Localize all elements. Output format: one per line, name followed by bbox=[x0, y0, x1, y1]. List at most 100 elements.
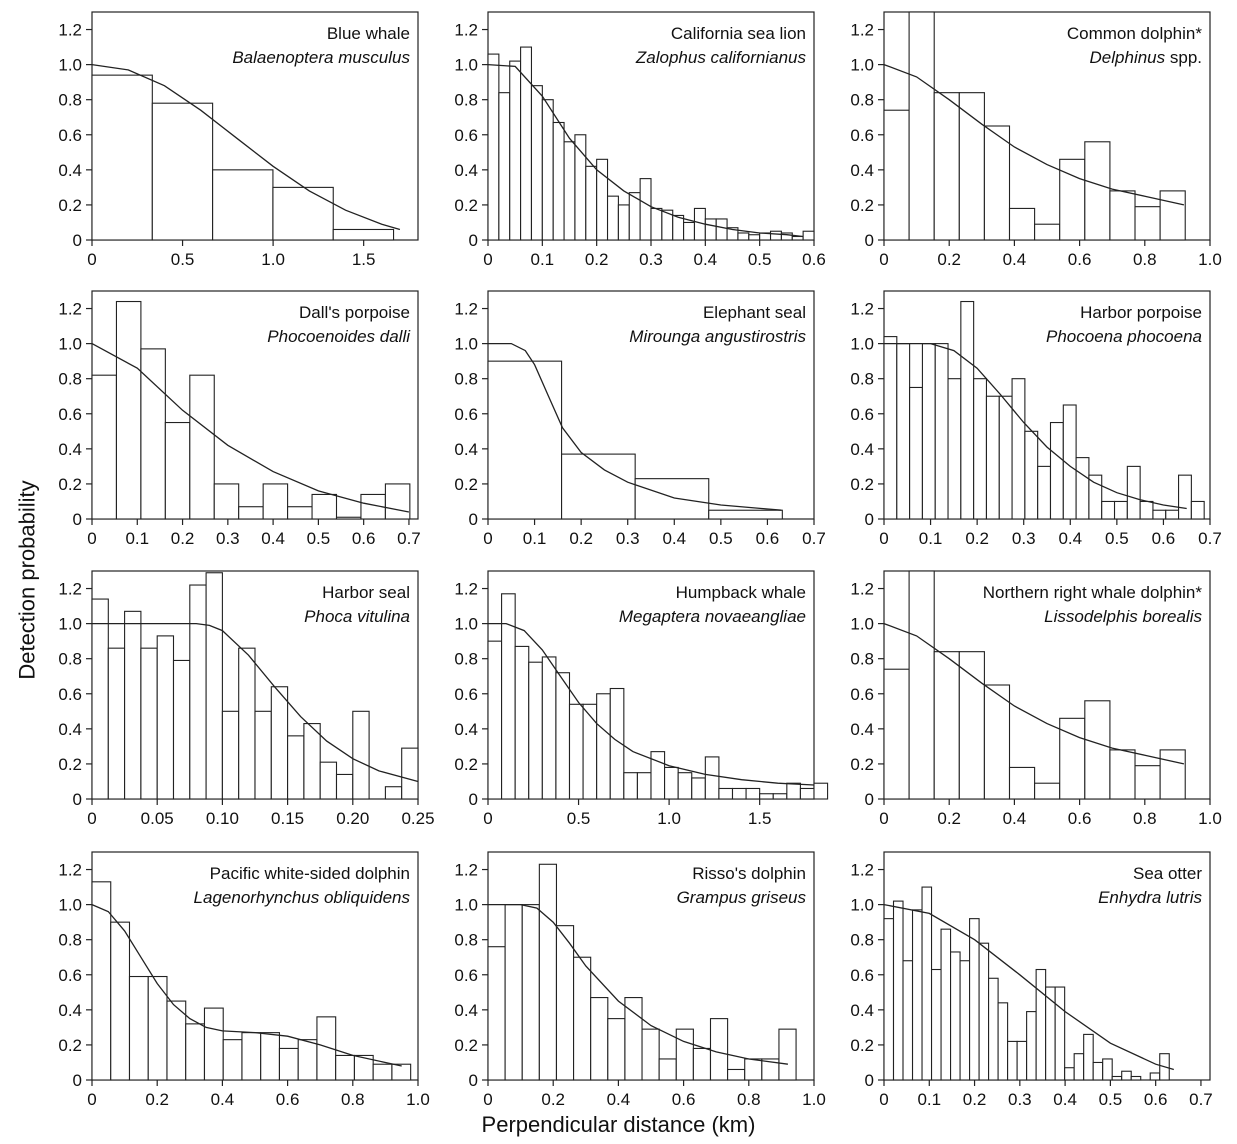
histogram-bar bbox=[748, 234, 761, 241]
x-tick-label: 0.5 bbox=[307, 529, 331, 548]
x-tick-label: 0.10 bbox=[206, 809, 239, 828]
x-tick-label: 0.8 bbox=[737, 1090, 761, 1109]
histogram-bar bbox=[1092, 1061, 1104, 1081]
y-tick-label: 0.6 bbox=[454, 126, 478, 145]
species-latin-name: Balaenoptera musculus bbox=[232, 48, 410, 67]
species-latin-italic: Mirounga angustirostris bbox=[629, 327, 806, 346]
species-latin-name: Zalophus californianus bbox=[635, 48, 807, 67]
histogram-bar bbox=[947, 378, 962, 520]
histogram-bar bbox=[802, 230, 815, 241]
detection-curve bbox=[883, 63, 1185, 206]
y-tick-label: 0.8 bbox=[58, 650, 82, 669]
histogram-bar bbox=[115, 300, 142, 520]
histogram-bar bbox=[541, 656, 557, 800]
panel-9: 0 0.2 0.4 0.6 0.8 1.0 1.2 0 0.2 0.4 0.6 0.8 1.0 Pacif… bbox=[58, 851, 430, 1109]
histogram-bar bbox=[262, 483, 289, 520]
histogram-bar bbox=[786, 782, 801, 800]
panel-10: 0 0.2 0.4 0.6 0.8 1.0 1.2 0 0.2 0.4 0.6 0.8 1.0 Risso… bbox=[454, 851, 826, 1109]
y-tick-label: 1.0 bbox=[454, 56, 478, 75]
x-tick-label: 0.3 bbox=[1008, 1090, 1032, 1109]
x-tick-label: 0 bbox=[483, 1090, 492, 1109]
panel-7: 0 0.2 0.4 0.6 0.8 1.0 1.2 0 0.5 1.0 1.5 Humpback wh… bbox=[454, 570, 829, 828]
histogram-bar bbox=[609, 687, 625, 800]
species-asterisk: * bbox=[1195, 583, 1202, 602]
species-common-name: Sea otter bbox=[1133, 864, 1202, 883]
histogram-bar bbox=[573, 956, 592, 1081]
y-tick-label: 0.6 bbox=[58, 126, 82, 145]
histogram-bar bbox=[988, 977, 999, 1081]
histogram-bar bbox=[498, 92, 511, 241]
species-common-name: Harbor seal bbox=[322, 583, 410, 602]
histogram-bar bbox=[205, 572, 223, 800]
x-tick-label: 0.2 bbox=[963, 1090, 987, 1109]
histogram-bar bbox=[1059, 158, 1086, 241]
histogram-bar bbox=[1064, 1067, 1075, 1081]
histogram-bar bbox=[683, 221, 696, 241]
histogram-bar bbox=[1024, 430, 1039, 520]
histogram-bar bbox=[213, 483, 240, 520]
y-tick-label: 0.4 bbox=[58, 440, 82, 459]
histogram-bar bbox=[140, 348, 166, 520]
histogram-bar bbox=[372, 1063, 393, 1081]
y-tick-label: 1.2 bbox=[454, 300, 478, 319]
y-tick-label: 1.2 bbox=[850, 300, 874, 319]
species-latin-italic: Phocoenoides dalli bbox=[267, 327, 411, 346]
species-latin-italic: Lagenorhynchus obliquidens bbox=[194, 888, 411, 907]
y-axis-title-wrap: Detection probability bbox=[8, 150, 48, 1010]
x-tick-label: 1.0 bbox=[261, 250, 285, 269]
x-tick-label: 0.6 bbox=[756, 529, 780, 548]
x-tick-label: 1.0 bbox=[657, 809, 681, 828]
histogram-bar bbox=[514, 645, 530, 800]
histogram-bar bbox=[335, 516, 362, 520]
x-tick-label: 0.6 bbox=[352, 529, 376, 548]
y-tick-label: 1.0 bbox=[454, 615, 478, 634]
histogram-bar bbox=[1007, 1040, 1018, 1081]
histogram-bar bbox=[675, 1028, 694, 1081]
x-tick-label: 0 bbox=[483, 250, 492, 269]
histogram-bar bbox=[1083, 1033, 1094, 1081]
y-tick-label: 1.0 bbox=[850, 896, 874, 915]
y-tick-label: 0.8 bbox=[454, 370, 478, 389]
histogram-bar bbox=[978, 942, 990, 1081]
histogram-bar bbox=[189, 374, 215, 520]
x-tick-label: 0.7 bbox=[397, 529, 421, 548]
x-tick-label: 0.2 bbox=[965, 529, 989, 548]
detection-curve bbox=[488, 903, 788, 1065]
histogram-bar bbox=[582, 703, 598, 800]
y-tick-label: 0.8 bbox=[850, 931, 874, 950]
histogram-bar bbox=[727, 1068, 746, 1081]
x-tick-label: 0 bbox=[879, 1090, 888, 1109]
histogram-bar bbox=[303, 723, 321, 800]
x-tick-label: 0 bbox=[87, 250, 96, 269]
species-latin-italic: Phoca vitulina bbox=[304, 607, 410, 626]
histogram-bar bbox=[744, 1058, 763, 1081]
histogram-bar bbox=[1159, 749, 1186, 800]
histogram-bar bbox=[1075, 457, 1090, 520]
y-tick-label: 1.0 bbox=[58, 335, 82, 354]
species-common-name: Dall's porpoise bbox=[299, 303, 410, 322]
y-tick-label: 1.0 bbox=[454, 896, 478, 915]
y-tick-label: 0.2 bbox=[850, 755, 874, 774]
histogram-bar bbox=[650, 207, 663, 241]
species-common-name: Elephant seal bbox=[703, 303, 806, 322]
panel-6: 0 0.2 0.4 0.6 0.8 1.0 1.2 0 0.05 0.10 0.15 0.20 0.25… bbox=[58, 570, 435, 828]
x-tick-label: 0.4 bbox=[1053, 1090, 1077, 1109]
histogram-bar bbox=[487, 360, 563, 520]
histogram-bar bbox=[1054, 986, 1066, 1081]
histogram-bar bbox=[692, 1047, 712, 1081]
y-tick-label: 0.2 bbox=[58, 475, 82, 494]
histogram-bar bbox=[189, 584, 207, 800]
y-tick-label: 1.0 bbox=[58, 56, 82, 75]
x-tick-label: 0 bbox=[879, 809, 888, 828]
histogram-bar bbox=[1026, 1011, 1037, 1081]
histogram-bar bbox=[1034, 782, 1061, 800]
x-tick-label: 0.4 bbox=[261, 529, 285, 548]
histogram-bar bbox=[1139, 500, 1154, 520]
species-latin-name: Phocoena phocoena bbox=[1046, 327, 1202, 346]
y-tick-label: 0.2 bbox=[454, 475, 478, 494]
histogram-bar bbox=[883, 336, 898, 520]
histogram-bar bbox=[384, 483, 411, 520]
y-tick-label: 0.4 bbox=[850, 720, 874, 739]
species-latin-name: Lagenorhynchus obliquidens bbox=[194, 888, 411, 907]
x-tick-label: 0.6 bbox=[1068, 809, 1092, 828]
